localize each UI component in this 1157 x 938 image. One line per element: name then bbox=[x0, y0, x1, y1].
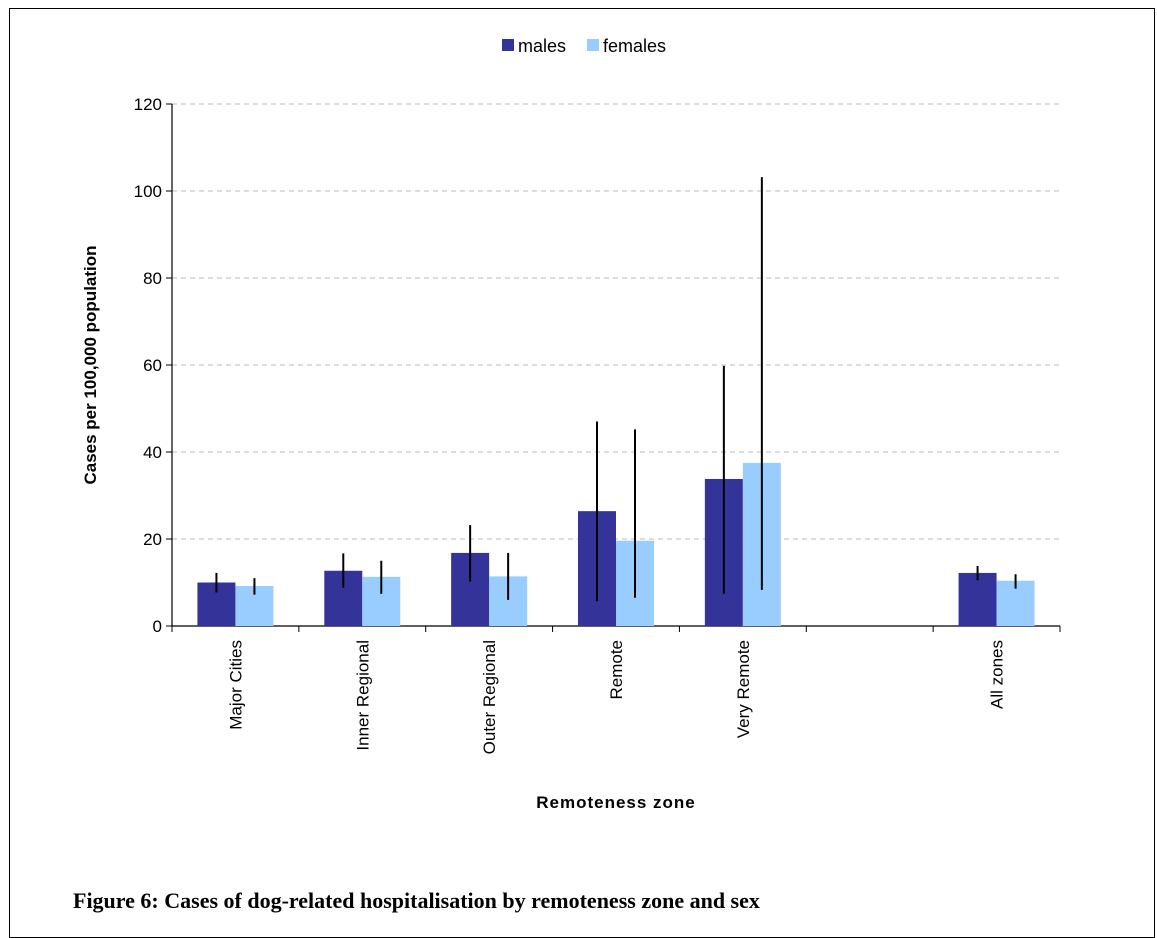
legend-swatch-females bbox=[587, 39, 599, 51]
legend-swatch-males bbox=[502, 39, 514, 51]
y-tick-labels: 0 20 40 60 80 100 120 bbox=[134, 95, 162, 636]
x-category-label: Outer Regional bbox=[480, 640, 499, 754]
x-category-label: Remote bbox=[607, 640, 626, 700]
y-tick-label: 100 bbox=[134, 182, 162, 201]
x-axis-title: Remoteness zone bbox=[536, 793, 696, 812]
error-bars bbox=[215, 177, 1017, 602]
legend-label-males: males bbox=[518, 36, 566, 56]
legend-label-females: females bbox=[603, 36, 666, 56]
bar-males bbox=[958, 572, 997, 626]
x-category-labels: Major Cities Inner Regional Outer Regional… bbox=[226, 640, 1006, 754]
figure-caption: Figure 6: Cases of dog-related hospitali… bbox=[73, 888, 760, 913]
y-tick-label: 40 bbox=[143, 443, 162, 462]
y-axis-title: Cases per 100,000 population bbox=[81, 245, 100, 484]
y-tick-label: 0 bbox=[153, 617, 162, 636]
legend: males females bbox=[502, 36, 666, 56]
x-category-label: Inner Regional bbox=[353, 640, 372, 751]
figure-frame bbox=[9, 8, 1155, 938]
x-category-label: Major Cities bbox=[226, 640, 245, 730]
bars bbox=[197, 462, 1035, 626]
y-tick-label: 120 bbox=[134, 95, 162, 114]
x-category-label: Very Remote bbox=[734, 640, 753, 738]
y-tick-label: 20 bbox=[143, 530, 162, 549]
y-tick-label: 60 bbox=[143, 356, 162, 375]
y-tick-label: 80 bbox=[143, 269, 162, 288]
x-category-label: All zones bbox=[988, 640, 1007, 709]
gridlines bbox=[166, 103, 1060, 627]
